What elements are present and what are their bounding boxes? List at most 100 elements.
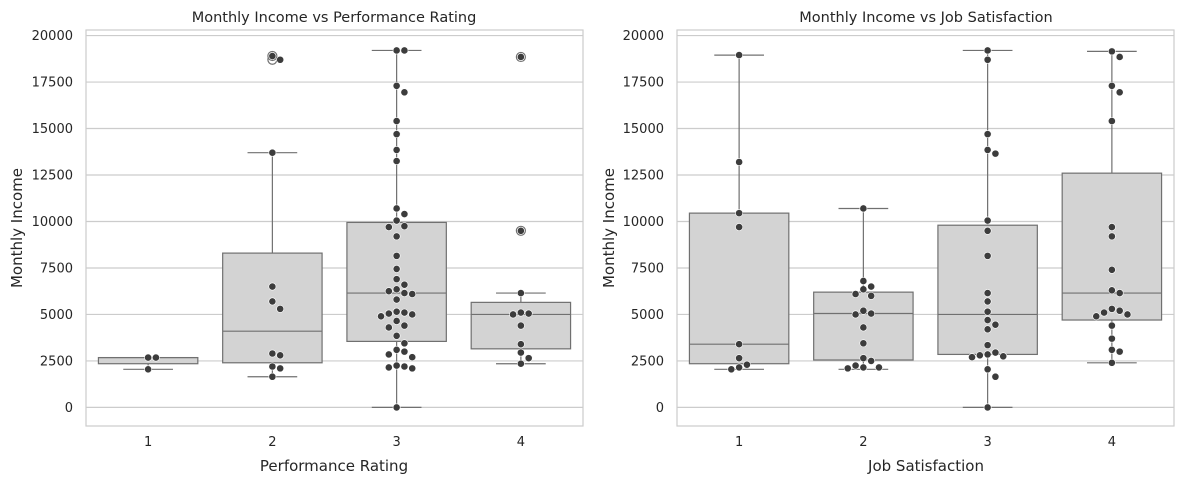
y-tick-label: 7500: [631, 261, 664, 276]
data-point: [268, 362, 277, 371]
data-point: [859, 339, 868, 348]
box-iqr: [688, 212, 790, 365]
data-point: [983, 226, 992, 235]
data-point: [268, 349, 277, 358]
y-tick-label: 10000: [32, 215, 73, 230]
data-point: [1115, 289, 1124, 297]
data-point: [1107, 304, 1116, 313]
data-point: [983, 46, 992, 55]
data-point: [152, 353, 160, 362]
data-point: [524, 309, 533, 318]
data-point: [975, 351, 984, 360]
y-tick-label: 0: [656, 401, 664, 416]
data-point: [859, 277, 868, 285]
y-tick-label: 17500: [623, 76, 664, 91]
y-tick-label: 7500: [40, 261, 73, 276]
data-point: [408, 364, 417, 373]
data-point: [727, 365, 736, 374]
data-point: [735, 209, 744, 218]
box-2: [222, 50, 323, 378]
y-axis-label: Monthly Income: [600, 168, 618, 288]
data-point: [144, 365, 153, 374]
data-point: [516, 348, 525, 357]
y-tick-label: 2500: [631, 354, 664, 369]
data-point: [392, 157, 401, 165]
data-point: [983, 55, 992, 64]
x-tick-label: 3: [392, 435, 400, 450]
data-point: [983, 251, 992, 260]
data-point: [384, 309, 393, 318]
data-point: [867, 291, 876, 300]
data-point: [1107, 334, 1116, 343]
box-iqr: [222, 252, 323, 364]
data-point: [1107, 81, 1116, 90]
y-tick-label: 12500: [623, 169, 664, 184]
data-point: [735, 340, 744, 349]
data-point: [1115, 306, 1124, 315]
data-point: [983, 216, 992, 225]
data-point: [1115, 347, 1124, 356]
plot-frame: [85, 29, 584, 427]
data-point: [851, 310, 860, 319]
data-point: [400, 46, 409, 55]
data-point: [735, 158, 744, 166]
data-point: [392, 307, 401, 316]
data-point: [1115, 53, 1124, 61]
y-tick-label: 20000: [623, 29, 664, 44]
data-point: [859, 354, 868, 363]
data-point: [735, 354, 744, 363]
data-point: [392, 361, 401, 370]
data-point: [392, 146, 401, 154]
data-point: [400, 280, 409, 289]
data-point: [384, 363, 393, 372]
data-point: [392, 204, 401, 213]
data-point: [983, 307, 992, 316]
data-point: [400, 308, 409, 317]
data-point: [268, 297, 277, 306]
data-point: [392, 317, 401, 325]
data-point: [516, 340, 525, 349]
data-point: [400, 289, 409, 297]
data-point: [516, 359, 525, 368]
data-point: [743, 360, 751, 369]
data-point: [1100, 308, 1108, 317]
box-4: [470, 51, 572, 365]
data-point: [400, 339, 409, 348]
outlier-marker: [267, 50, 278, 62]
data-point: [392, 81, 401, 90]
data-point: [735, 363, 744, 372]
data-point: [516, 308, 525, 317]
data-point: [867, 309, 876, 318]
y-tick-label: 2500: [40, 354, 73, 369]
data-point: [276, 364, 285, 373]
data-point: [392, 130, 401, 139]
data-point: [1107, 345, 1116, 354]
data-point: [392, 251, 401, 260]
data-point: [843, 364, 852, 373]
data-point: [384, 287, 393, 296]
data-point: [859, 204, 868, 213]
data-point: [268, 148, 277, 157]
box-4: [1061, 50, 1163, 364]
data-point: [392, 275, 401, 284]
data-point: [377, 312, 385, 321]
panel-job-satisfaction: Monthly Income vs Job Satisfaction Job S…: [600, 10, 1175, 475]
data-point: [735, 223, 744, 231]
data-point: [1107, 358, 1116, 367]
y-tick-label: 15000: [623, 122, 664, 137]
data-point: [1107, 117, 1116, 125]
data-point: [516, 289, 525, 297]
data-point: [859, 323, 868, 332]
data-point: [983, 146, 992, 154]
data-point: [1123, 310, 1132, 319]
data-point: [867, 282, 876, 291]
data-point: [1107, 286, 1116, 295]
data-point: [392, 265, 401, 273]
data-point: [1115, 88, 1124, 97]
data-point: [1107, 47, 1116, 56]
data-point: [392, 232, 401, 241]
data-point: [875, 363, 883, 372]
plot-frame: [676, 29, 1175, 427]
x-tick-label: 2: [859, 435, 867, 450]
